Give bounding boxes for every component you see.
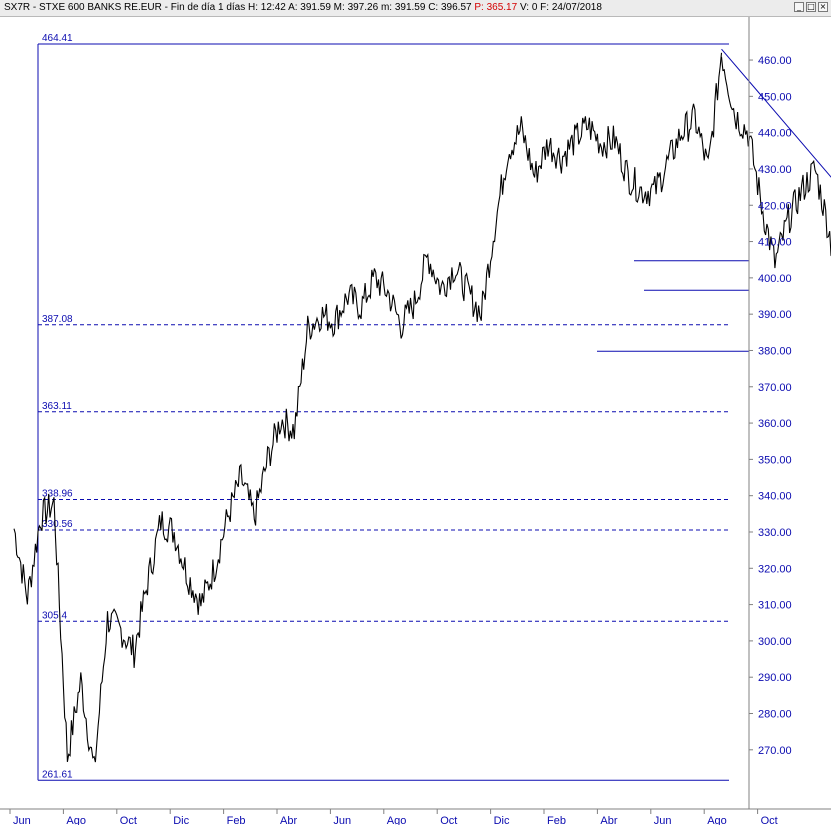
fib-level-label: 305.4 bbox=[42, 610, 67, 621]
x-tick-label: Jun bbox=[13, 815, 31, 825]
y-tick-label: 460.00 bbox=[758, 55, 792, 67]
y-tick-label: 450.00 bbox=[758, 91, 792, 103]
x-tick-label: Feb bbox=[227, 815, 246, 825]
drawn-lines bbox=[597, 48, 831, 352]
v-label: V: bbox=[519, 2, 530, 13]
price-line bbox=[13, 52, 723, 763]
price-line-recent bbox=[720, 56, 831, 269]
h-value: 12:42 bbox=[260, 2, 286, 13]
f-value: 24/07/2018 bbox=[551, 2, 602, 13]
x-tick-label: Ago bbox=[387, 815, 407, 825]
fib-level-label: 330.56 bbox=[42, 519, 73, 530]
x-tick-label: Oct bbox=[761, 815, 778, 825]
fib-level-label: 338.96 bbox=[42, 488, 73, 499]
instrument-name: STXE 600 BANKS RE.EUR bbox=[39, 2, 162, 13]
y-tick-label: 370.00 bbox=[758, 382, 792, 394]
c-value: 396.57 bbox=[440, 2, 472, 13]
close-button[interactable]: × bbox=[818, 2, 828, 12]
min-value: 391.59 bbox=[394, 2, 426, 13]
f-label: F: bbox=[540, 2, 550, 13]
fibonacci-levels: 464.41 387.08 363.11 338.96 330.56 305.4 261.6… bbox=[37, 33, 729, 781]
x-tick-label: Feb bbox=[547, 815, 566, 825]
x-tick-label: Ago bbox=[707, 815, 727, 825]
time-axis: Jun Ago Oct Dic Feb Abr Jun Ago Oct Dic Feb Abr Jun A… bbox=[9, 809, 778, 825]
x-tick-label: Abr bbox=[600, 815, 617, 825]
price-series bbox=[13, 52, 831, 763]
period: Fin de día 1 días bbox=[170, 2, 246, 13]
x-tick-label: Ago bbox=[66, 815, 86, 825]
price-chart[interactable]: 464.41 387.08 363.11 338.96 330.56 305.4 261.6… bbox=[0, 17, 831, 825]
trendline bbox=[721, 48, 831, 178]
x-tick-label: Oct bbox=[120, 815, 137, 825]
symbol: SX7R bbox=[4, 2, 31, 13]
x-tick-label: Dic bbox=[173, 815, 189, 825]
y-tick-label: 410.00 bbox=[758, 237, 792, 249]
min-label: m: bbox=[380, 2, 393, 13]
a-label: A: bbox=[288, 2, 298, 13]
m-label: M: bbox=[333, 2, 345, 13]
chart-title-bar: SX7R - STXE 600 BANKS RE.EUR - Fin de dí… bbox=[0, 0, 831, 17]
chart-header-text: SX7R - STXE 600 BANKS RE.EUR - Fin de dí… bbox=[4, 2, 602, 13]
v-value: 0 bbox=[531, 2, 538, 13]
x-tick-label: Jun bbox=[333, 815, 351, 825]
y-tick-label: 430.00 bbox=[758, 164, 792, 176]
a-value: 391.59 bbox=[300, 2, 331, 13]
y-tick-label: 300.00 bbox=[758, 636, 792, 648]
y-tick-label: 310.00 bbox=[758, 600, 792, 612]
y-tick-label: 290.00 bbox=[758, 672, 792, 684]
fib-level-label: 363.11 bbox=[42, 401, 72, 412]
y-tick-label: 420.00 bbox=[758, 200, 792, 212]
y-tick-label: 390.00 bbox=[758, 309, 792, 321]
y-tick-label: 340.00 bbox=[758, 491, 792, 503]
fib-level-label: 464.41 bbox=[42, 33, 73, 44]
y-tick-label: 270.00 bbox=[758, 745, 792, 757]
p-label: P: bbox=[474, 2, 484, 13]
x-tick-label: Jun bbox=[654, 815, 672, 825]
fib-level-label: 261.61 bbox=[42, 769, 73, 780]
x-tick-label: Dic bbox=[494, 815, 510, 825]
minimize-button[interactable]: _ bbox=[794, 2, 804, 12]
y-tick-label: 400.00 bbox=[758, 273, 792, 285]
y-tick-label: 280.00 bbox=[758, 709, 792, 721]
m-value: 397.26 bbox=[347, 2, 379, 13]
y-tick-label: 380.00 bbox=[758, 345, 792, 357]
restore-button[interactable]: □ bbox=[806, 2, 816, 12]
x-tick-label: Abr bbox=[280, 815, 297, 825]
y-tick-label: 440.00 bbox=[758, 128, 792, 140]
c-label: C: bbox=[428, 2, 439, 13]
y-tick-label: 350.00 bbox=[758, 454, 792, 466]
y-tick-label: 320.00 bbox=[758, 563, 792, 575]
p-value: 365.17 bbox=[486, 2, 518, 13]
x-tick-label: Oct bbox=[440, 815, 457, 825]
y-tick-label: 360.00 bbox=[758, 418, 792, 430]
h-label: H: bbox=[248, 2, 259, 13]
price-axis: 270.00 280.00 290.00 300.00 310.00 320.00 330.… bbox=[749, 55, 792, 757]
fib-level-label: 387.08 bbox=[42, 314, 73, 325]
y-tick-label: 330.00 bbox=[758, 527, 792, 539]
